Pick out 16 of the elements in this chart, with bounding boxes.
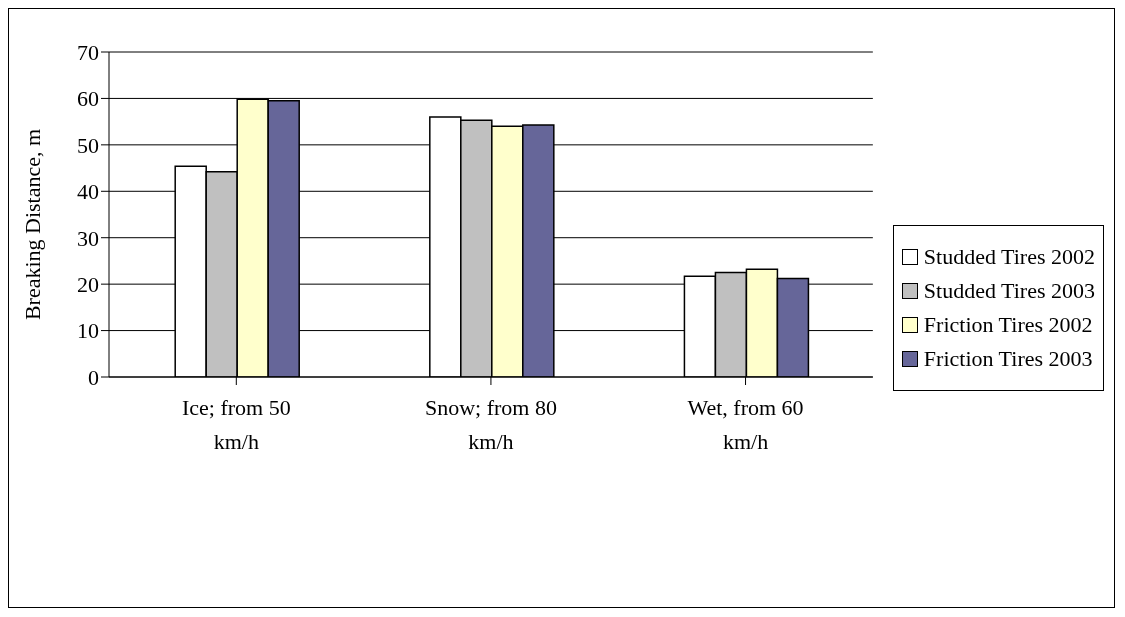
y-tick-label: 70 xyxy=(77,39,99,65)
y-tick-label: 0 xyxy=(88,364,99,390)
legend-label: Friction Tires 2003 xyxy=(923,346,1093,372)
legend-label: Friction Tires 2002 xyxy=(923,312,1093,338)
y-tick-label: 40 xyxy=(77,179,99,205)
y-tick-label: 10 xyxy=(77,318,99,344)
legend-label: Studded Tires 2003 xyxy=(923,278,1095,304)
y-tick-label: 60 xyxy=(77,86,99,112)
y-tick-label: 30 xyxy=(77,225,99,251)
y-tick-label: 20 xyxy=(77,271,99,297)
y-tick-label: 50 xyxy=(77,132,99,158)
x-tick-label: Snow; from 80 km/h xyxy=(424,395,557,454)
legend-label: Studded Tires 2002 xyxy=(923,244,1095,270)
x-tick-label: Ice; from 50 km/h xyxy=(181,395,291,454)
y-axis-title: Breaking Distance, m xyxy=(19,128,45,321)
x-tick-label: Wet, from 60 km/h xyxy=(687,395,804,454)
